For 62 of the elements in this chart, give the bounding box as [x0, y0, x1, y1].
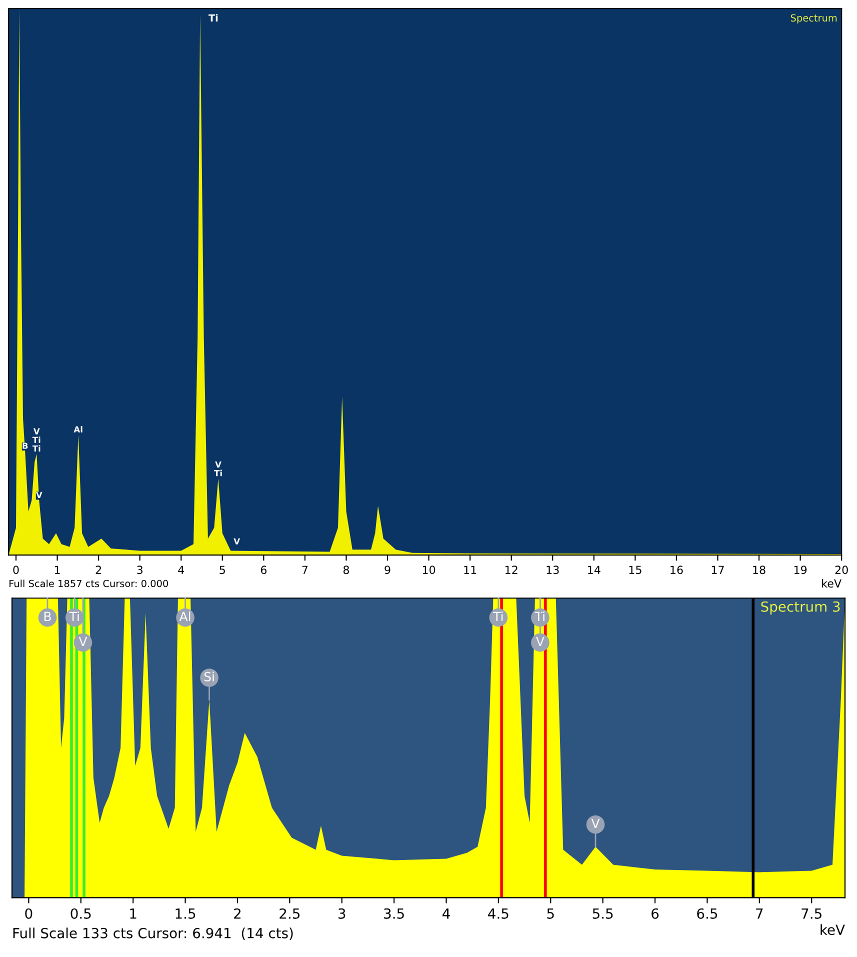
annotation: Si	[204, 672, 214, 682]
x-axis-title: keV	[822, 579, 842, 588]
x-tick-label: 9	[384, 566, 390, 574]
x-tick-label: 14	[588, 566, 600, 574]
annotation: Ti	[69, 612, 79, 622]
x-axis-title: keV	[820, 924, 845, 936]
x-tick-label: 4	[442, 908, 450, 919]
x-tick-label: 18	[753, 566, 766, 574]
x-tick-label: 16	[670, 566, 683, 574]
annotation: V	[36, 492, 42, 498]
annotation: B	[22, 442, 28, 449]
x-tick-label: 2.5	[280, 908, 300, 919]
x-tick-label: 11	[464, 566, 476, 574]
annotation: Ti	[534, 612, 544, 622]
annotation: V	[536, 636, 544, 646]
annotation: V	[215, 461, 222, 468]
x-tick-label: 4.5	[488, 908, 508, 919]
x-tick-label: 7	[302, 566, 308, 574]
x-tick-label: 2	[234, 908, 240, 919]
x-tick-label: 10	[422, 566, 436, 574]
annotation: Al	[179, 612, 190, 622]
x-tick-label: 7	[756, 908, 763, 919]
annotation: Ti	[32, 436, 40, 443]
x-tick-label: 1	[54, 566, 60, 574]
text: Full Scale 133 cts Cursor: 6.941 (14 cts)	[13, 928, 293, 940]
x-tick-label: 13	[546, 566, 559, 574]
x-tick-label: 1	[130, 908, 136, 919]
annotation: Spectrum 3	[761, 601, 840, 615]
x-tick-label: 3	[137, 566, 142, 574]
x-tick-label: 1.5	[176, 908, 196, 919]
x-tick-label: 6.5	[697, 908, 718, 919]
x-tick-label: 3.5	[384, 908, 404, 919]
x-tick-label: 0	[13, 566, 19, 574]
x-tick-label: 6	[652, 908, 659, 919]
x-tick-label: 0.5	[70, 908, 91, 919]
x-tick-label: 3	[338, 908, 346, 919]
annotation: V	[78, 636, 88, 646]
text: Full Scale 1857 cts Cursor: 0.000	[10, 580, 168, 588]
x-tick-label: 7.5	[802, 908, 822, 919]
annotation: B	[44, 612, 51, 622]
x-tick-label: 2	[96, 566, 101, 574]
x-tick-label: 4	[178, 566, 184, 574]
annotation: V	[591, 818, 600, 828]
annotation: Ti	[493, 612, 503, 622]
x-tick-label: 5.5	[592, 908, 613, 919]
x-tick-label: 5	[220, 566, 225, 574]
x-tick-label: 5	[547, 908, 554, 919]
annotation: Ti	[214, 470, 222, 476]
annotation: V	[33, 428, 40, 434]
x-tick-label: 12	[505, 566, 518, 574]
x-tick-label: 19	[794, 566, 807, 574]
annotation: Spectrum	[790, 14, 837, 24]
annotation: Ti	[208, 14, 218, 22]
x-tick-label: 20	[835, 566, 848, 574]
x-tick-label: 6	[260, 566, 267, 574]
x-tick-label: 17	[712, 566, 724, 574]
annotation: Al	[74, 426, 82, 432]
x-tick-label: 8	[343, 566, 350, 574]
x-tick-label: 0	[25, 908, 32, 919]
annotation: Ti	[32, 445, 40, 452]
annotation: V	[234, 538, 240, 544]
x-tick-label: 15	[629, 566, 642, 574]
